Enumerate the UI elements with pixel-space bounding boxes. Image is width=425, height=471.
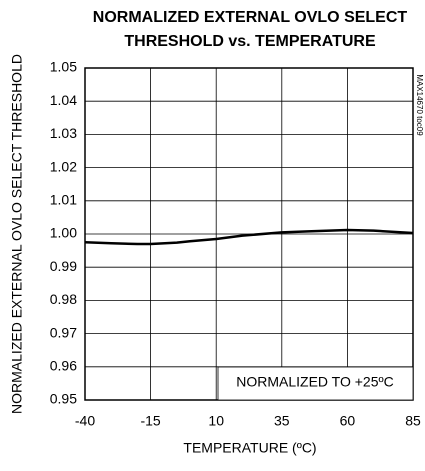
y-tick-label: 0.96 [50,358,77,374]
x-axis-label: TEMPERATURE (ºC) [183,440,316,456]
y-tick-label: 1.04 [50,92,77,108]
y-tick-label: 1.00 [50,225,77,241]
y-tick-label: 1.02 [50,158,77,174]
x-tick-label: 10 [208,413,224,429]
y-tick-label: 1.03 [50,125,77,141]
y-tick-label: 0.95 [50,391,77,407]
x-tick-label: 35 [274,413,290,429]
y-axis-label: NORMALIZED EXTERNAL OVLO SELECT THRESHOL… [9,54,25,414]
x-tick-label: 60 [340,413,356,429]
figure-code: MAX14670 toc09 [415,74,424,136]
y-tick-label: 0.99 [50,258,77,274]
x-tick-label: -15 [140,413,160,429]
chart-title: THRESHOLD vs. TEMPERATURE [124,33,376,50]
chart-title: NORMALIZED EXTERNAL OVLO SELECT [93,9,408,26]
y-tick-label: 0.98 [50,291,77,307]
annotation-box [217,366,414,401]
data-line [84,228,414,246]
x-tick-label: 85 [405,413,421,429]
y-tick-label: 1.01 [50,192,77,208]
annotation: NORMALIZED TO +25ºC [236,374,393,390]
y-tick-label: 1.05 [50,59,77,75]
x-tick-label: -40 [75,413,95,429]
y-tick-label: 0.97 [50,324,77,340]
